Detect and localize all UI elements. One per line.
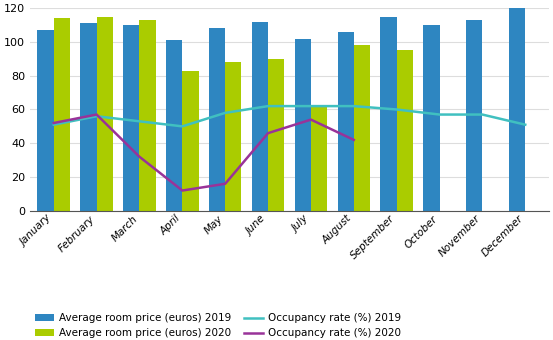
Bar [123,25,139,211]
Bar [268,59,284,211]
Bar [397,50,413,211]
Bar [295,38,311,211]
Bar [252,22,268,211]
Bar [139,20,156,211]
Bar [225,62,242,211]
Bar [80,23,97,211]
Bar [466,20,482,211]
Bar [38,30,54,211]
Bar [380,17,397,211]
Bar [209,29,225,211]
Bar [354,45,370,211]
Bar [337,32,354,211]
Bar [166,40,182,211]
Bar [97,17,113,211]
Bar [423,25,440,211]
Bar [54,18,70,211]
Bar [182,71,199,211]
Bar [311,106,327,211]
Legend: Average room price (euros) 2019, Average room price (euros) 2020, Occupancy rate: Average room price (euros) 2019, Average… [35,313,401,339]
Bar [509,8,525,211]
